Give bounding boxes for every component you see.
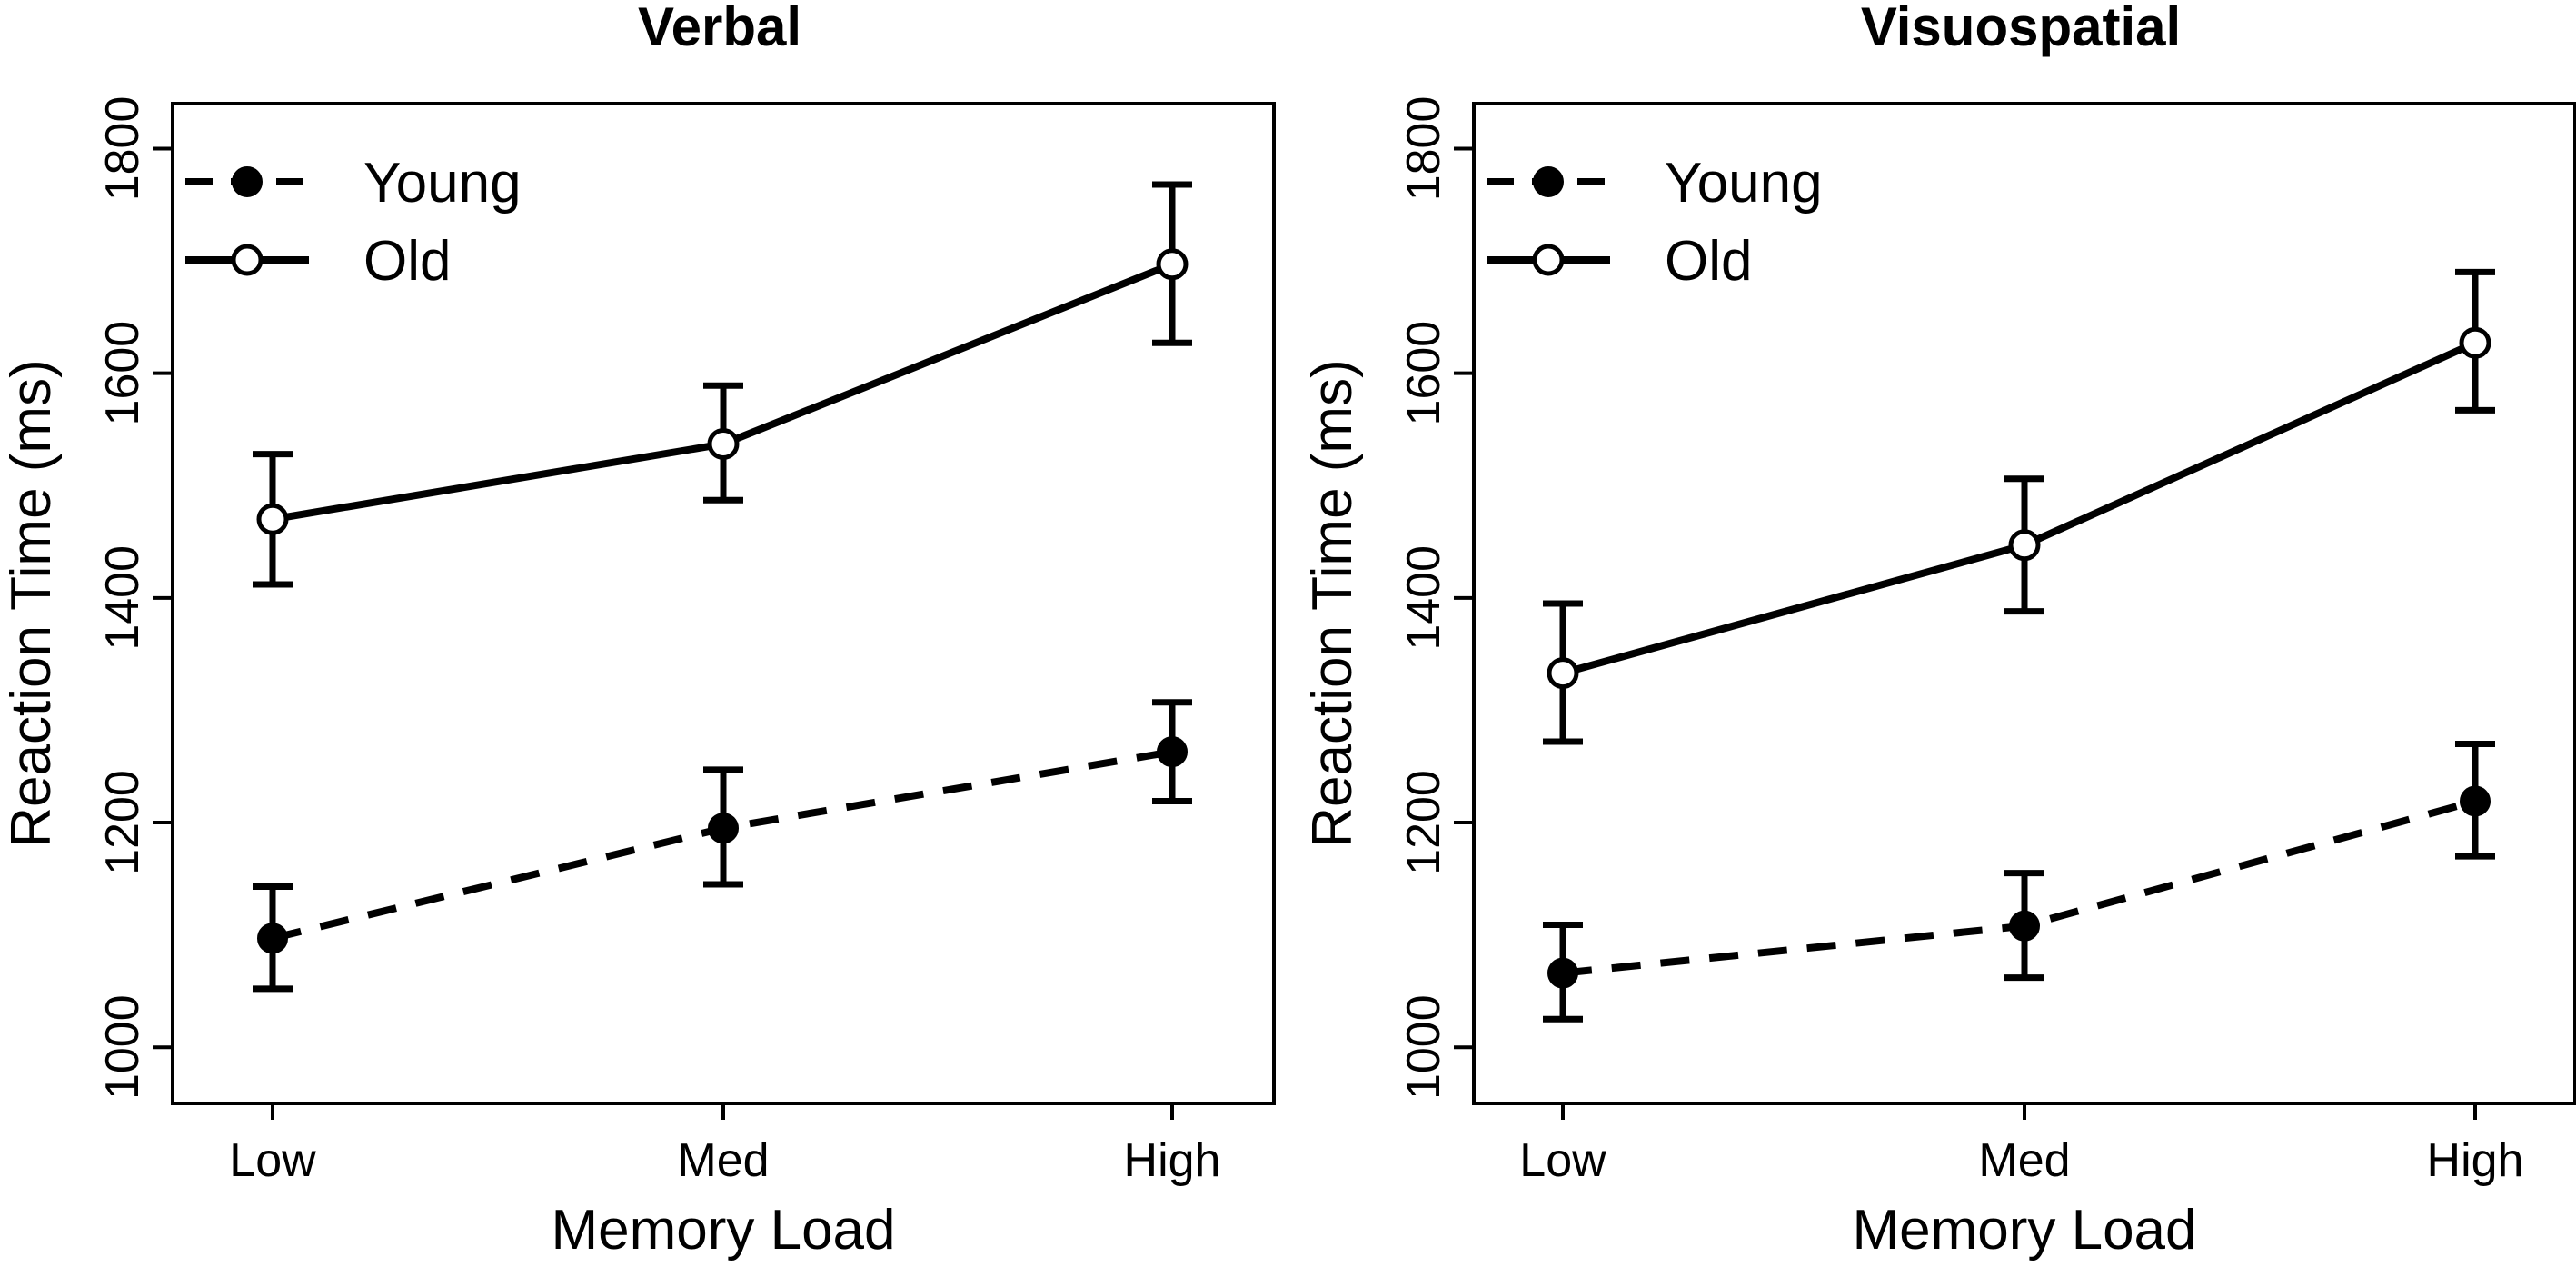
x-tick-label: Med bbox=[1978, 1134, 2070, 1187]
y-tick-label: 1600 bbox=[96, 321, 149, 426]
y-tick-label: 1200 bbox=[1397, 770, 1450, 875]
legend-old-label: Old bbox=[1665, 230, 1752, 293]
legend: Young Old bbox=[185, 152, 522, 293]
data-point-old bbox=[2008, 529, 2041, 562]
legend-item-old: Old bbox=[1487, 230, 1752, 293]
data-point-old bbox=[707, 427, 740, 460]
data-point-old bbox=[1156, 248, 1189, 281]
data-point-old bbox=[256, 503, 289, 535]
y-tick-label: 1800 bbox=[1397, 96, 1450, 202]
legend-old-marker bbox=[231, 244, 264, 276]
legend-old-marker bbox=[1532, 244, 1565, 276]
y-axis-label: Reaction Time (ms) bbox=[0, 359, 63, 847]
y-tick-label: 1200 bbox=[96, 770, 149, 875]
y-tick-label: 1400 bbox=[1397, 545, 1450, 651]
data-point-young bbox=[708, 813, 739, 844]
panel-title: Visuospatial bbox=[1861, 0, 2181, 57]
legend-young-label: Young bbox=[1665, 152, 1823, 214]
y-axis-label: Reaction Time (ms) bbox=[1301, 359, 1364, 847]
y-axis: 1000 1200 1400 1600 1800 bbox=[96, 96, 173, 1100]
series-layer bbox=[253, 181, 1192, 993]
data-point-old bbox=[2459, 326, 2491, 359]
legend-old-label: Old bbox=[363, 230, 451, 293]
legend-item-young: Young bbox=[185, 152, 522, 214]
x-axis-label: Memory Load bbox=[551, 1199, 895, 1262]
y-axis: 1000 1200 1400 1600 1800 bbox=[1397, 96, 1474, 1100]
y-tick-label: 1000 bbox=[96, 994, 149, 1100]
legend-item-young: Young bbox=[1487, 152, 1823, 214]
legend: Young Old bbox=[1487, 152, 1823, 293]
y-tick-label: 1000 bbox=[1397, 994, 1450, 1100]
y-tick-label: 1800 bbox=[96, 96, 149, 202]
data-point-young bbox=[2009, 910, 2040, 942]
visuospatial-chart-panel: Visuospatial 1000 1200 1400 1600 1800 Low Med… bbox=[1301, 0, 2576, 1262]
legend-young-marker bbox=[1533, 166, 1564, 197]
x-axis-label: Memory Load bbox=[1852, 1199, 2196, 1262]
x-axis: Low Med High bbox=[1519, 1103, 2523, 1187]
legend-item-old: Old bbox=[185, 230, 451, 293]
series-layer bbox=[1543, 268, 2495, 1023]
x-tick-label: High bbox=[2427, 1134, 2524, 1187]
panel-title: Verbal bbox=[638, 0, 801, 57]
x-axis: Low Med High bbox=[229, 1103, 1220, 1187]
y-tick-label: 1400 bbox=[96, 545, 149, 651]
y-tick-label: 1600 bbox=[1397, 321, 1450, 426]
data-point-young bbox=[2460, 785, 2491, 817]
x-tick-label: Low bbox=[229, 1134, 316, 1187]
verbal-chart-panel: Verbal 1000 1200 1400 1600 1800 Low Med High M… bbox=[0, 0, 1276, 1262]
data-point-old bbox=[1547, 657, 1579, 690]
legend-young-label: Young bbox=[363, 152, 522, 214]
x-tick-label: Med bbox=[677, 1134, 769, 1187]
legend-young-marker bbox=[232, 166, 263, 197]
data-point-young bbox=[1157, 736, 1188, 768]
data-point-young bbox=[257, 923, 288, 954]
data-point-young bbox=[1547, 957, 1578, 989]
x-tick-label: High bbox=[1124, 1134, 1221, 1187]
x-tick-label: Low bbox=[1519, 1134, 1606, 1187]
